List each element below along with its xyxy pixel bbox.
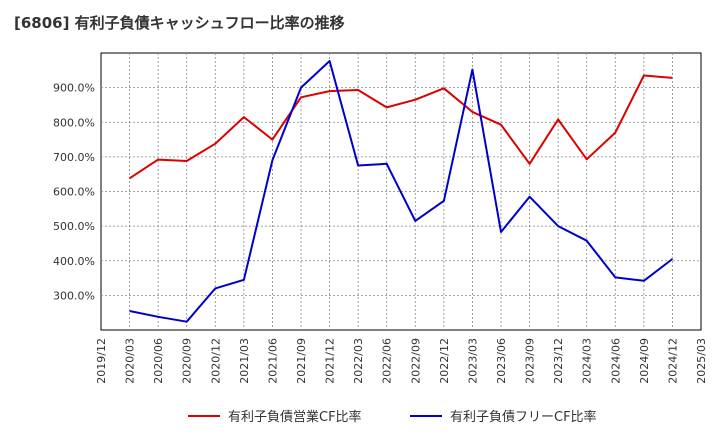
- x-tick-label: 2023/06: [495, 338, 508, 384]
- x-tick-label: 2025/03: [695, 338, 708, 384]
- y-axis-ticks: 300.0% 400.0% 500.0% 600.0% 700.0% 800.0% 900.…: [53, 82, 95, 303]
- x-tick-label: 2021/06: [266, 338, 279, 384]
- x-tick-label: 2020/03: [124, 338, 137, 384]
- x-tick-label: 2021/03: [238, 338, 251, 384]
- x-tick-label: 2021/09: [295, 338, 308, 384]
- x-tick-label: 2020/09: [181, 338, 194, 384]
- y-tick-label: 700.0%: [53, 151, 95, 164]
- x-tick-label: 2023/09: [524, 338, 537, 384]
- y-tick-label: 600.0%: [53, 186, 95, 199]
- grid-lines: [101, 53, 701, 330]
- y-tick-label: 300.0%: [53, 289, 95, 302]
- legend-label-2: 有利子負債フリーCF比率: [450, 409, 597, 425]
- y-tick-label: 400.0%: [53, 255, 95, 268]
- series-line-2: [129, 60, 674, 323]
- y-tick-label: 900.0%: [53, 82, 95, 95]
- x-tick-label: 2024/12: [666, 338, 679, 384]
- series-layer: [129, 60, 674, 323]
- y-tick-label: 800.0%: [53, 116, 95, 129]
- y-tick-label: 500.0%: [53, 220, 95, 233]
- x-tick-label: 2022/06: [381, 338, 394, 384]
- x-tick-label: 2022/12: [438, 338, 451, 384]
- x-tick-label: 2024/09: [638, 338, 651, 384]
- x-tick-label: 2024/06: [609, 338, 622, 384]
- chart-title: [6806] 有利子負債キャッシュフロー比率の推移: [14, 14, 345, 32]
- x-tick-label: 2020/06: [152, 338, 165, 384]
- x-tick-label: 2023/03: [466, 338, 479, 384]
- x-tick-label: 2021/12: [324, 338, 337, 384]
- x-axis-ticks: 2019/12 2020/03 2020/06 2020/09 2020/12 2021/…: [95, 338, 708, 384]
- x-tick-label: 2024/03: [581, 338, 594, 384]
- x-tick-label: 2020/12: [209, 338, 222, 384]
- x-tick-label: 2022/09: [409, 338, 422, 384]
- series-line-1: [129, 74, 673, 180]
- x-tick-label: 2019/12: [95, 338, 108, 384]
- legend: 有利子負債営業CF比率 有利子負債フリーCF比率: [188, 409, 597, 425]
- legend-label-1: 有利子負債営業CF比率: [228, 409, 362, 425]
- x-tick-label: 2022/03: [352, 338, 365, 384]
- x-tick-label: 2023/12: [552, 338, 565, 384]
